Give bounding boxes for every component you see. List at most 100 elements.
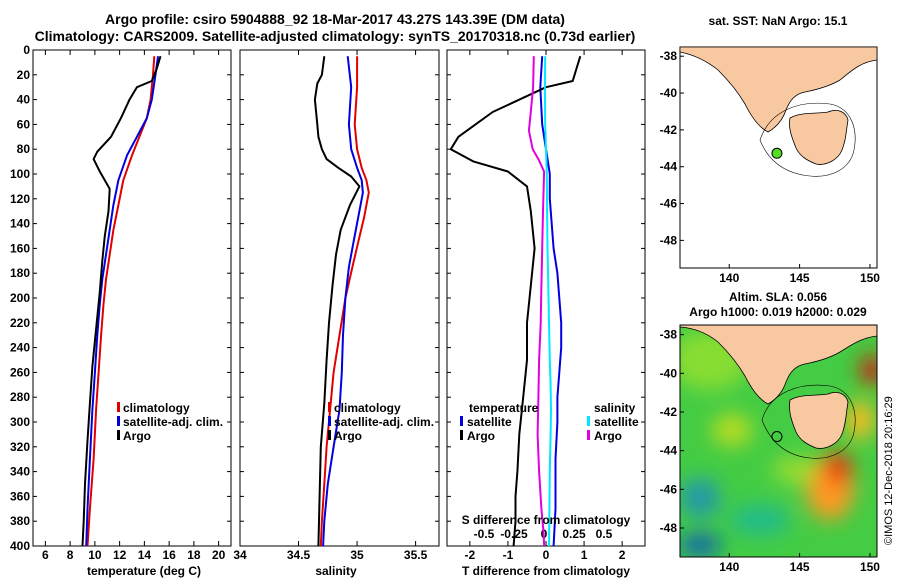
sst-map: sat. SST: NaN Argo: 15.1 140 145 150 -38 -40… <box>660 14 881 285</box>
x-tick-label: 35 <box>350 548 364 562</box>
y-tick-label: 400 <box>10 539 30 553</box>
x-tick-label: 6 <box>42 548 49 562</box>
y-tick-label: 40 <box>17 93 31 107</box>
figure-title-line2: Climatology: CARS2009. Satellite-adjuste… <box>34 28 636 44</box>
sla-patch <box>773 456 817 484</box>
temperature-panel-frame <box>32 49 232 547</box>
salinity-legend: climatology satellite-adj. clim. Argo <box>328 401 434 443</box>
imos-credit: ©IMOS 12-Dec-2018 20:16:29 <box>883 396 895 545</box>
sla-patch <box>730 504 790 536</box>
series-line-argo <box>313 56 361 547</box>
y-tick-label: 380 <box>10 514 30 528</box>
x-tick-label: 0 <box>543 548 550 562</box>
map-y-tick-label: -38 <box>660 49 678 63</box>
x-tick-label: 8 <box>67 548 74 562</box>
sla-float-marker <box>771 431 783 443</box>
top-tick-label: 0.5 <box>596 527 613 541</box>
map-y-tick-label: -48 <box>660 521 678 535</box>
map-y-tick-label: -42 <box>660 123 678 137</box>
map-x-tick-label: 140 <box>719 271 739 285</box>
legend-s-argo-label: Argo <box>594 429 622 443</box>
x-tick-label: 2 <box>619 548 626 562</box>
legend-salinity-title: salinity <box>594 401 636 415</box>
salinity-panel-frame <box>239 49 440 547</box>
sst-map-title: sat. SST: NaN Argo: 15.1 <box>709 14 848 28</box>
map-x-tick-label: 150 <box>860 560 880 574</box>
legend-climatology-swatch <box>117 402 120 412</box>
temperature-plot: 6 8 10 12 14 16 18 2002040608010012014016018020… <box>10 43 231 562</box>
legend-satellite-label: satellite-adj. clim. <box>123 415 223 429</box>
map-y-tick-label: -40 <box>660 366 678 380</box>
series-line-s-satellite <box>543 56 552 547</box>
y-tick-label: 180 <box>10 266 30 280</box>
salinity-plot: 34 34.5 35 35.5 <box>233 49 439 562</box>
legend-argo-swatch <box>117 430 120 440</box>
legend-satellite-label: satellite-adj. clim. <box>334 415 434 429</box>
map-y-tick-label: -46 <box>660 482 678 496</box>
y-tick-label: 220 <box>10 316 30 330</box>
sla-map-title-line2: Argo h1000: 0.019 h2000: 0.029 <box>689 305 867 319</box>
difference-legend: temperature satellite Argo salinity sate… <box>460 401 639 527</box>
map-x-tick-label: 145 <box>790 560 810 574</box>
y-tick-label: 200 <box>10 291 30 305</box>
y-tick-label: 240 <box>10 341 30 355</box>
sla-mainland <box>680 325 877 405</box>
sla-patch <box>680 478 720 518</box>
legend-argo-swatch <box>328 430 331 440</box>
x-tick-label: -1 <box>503 548 514 562</box>
legend-temperature-title: temperature <box>469 401 539 415</box>
t-difference-axis-label: T difference from climatology <box>462 564 630 578</box>
sla-patch <box>860 354 877 386</box>
legend-s-satellite-label: satellite <box>594 415 639 429</box>
y-tick-label: 300 <box>10 415 30 429</box>
x-tick-label: 34 <box>233 548 247 562</box>
map-x-tick-label: 150 <box>860 271 880 285</box>
temperature-legend: climatology satellite-adj. clim. Argo <box>117 401 223 443</box>
series-line-s-argo <box>527 56 546 547</box>
legend-satellite-swatch <box>328 416 331 426</box>
map-y-tick-label: -38 <box>660 328 678 342</box>
legend-argo-label: Argo <box>123 429 151 443</box>
sla-map: Altim. SLA: 0.056 Argo h1000: 0.019 h200… <box>660 290 881 574</box>
map-x-tick-label: 145 <box>790 271 810 285</box>
x-tick-label: 10 <box>88 548 102 562</box>
series-line-climatology <box>319 56 370 547</box>
series-line-climatology <box>86 56 156 547</box>
sla-map-frame <box>679 324 878 558</box>
temperature-axis-label: temperature (deg C) <box>87 564 201 578</box>
x-tick-label: 14 <box>138 548 152 562</box>
legend-climatology-label: climatology <box>334 401 401 415</box>
legend-argo-label: Argo <box>334 429 362 443</box>
series-line-t-argo <box>449 55 582 547</box>
top-axis-label-s-difference: S difference from climatology <box>462 513 631 527</box>
x-tick-label: 35.5 <box>404 548 428 562</box>
sst-mainland <box>680 47 877 133</box>
y-tick-label: 140 <box>10 217 30 231</box>
y-tick-label: 320 <box>10 440 30 454</box>
sla-shelf-contour <box>761 384 856 459</box>
y-tick-label: 360 <box>10 489 30 503</box>
x-tick-label: 18 <box>187 548 201 562</box>
series-line-satellite-adj-clim- <box>85 56 159 547</box>
map-y-tick-label: -44 <box>660 444 678 458</box>
map-y-tick-label: -46 <box>660 197 678 211</box>
x-tick-label: 16 <box>162 548 176 562</box>
legend-climatology-swatch <box>328 402 331 412</box>
x-tick-label: -2 <box>465 548 476 562</box>
y-tick-label: 280 <box>10 390 30 404</box>
legend-s-satellite-swatch <box>587 416 590 426</box>
x-tick-label: 12 <box>113 548 127 562</box>
sla-tasmania <box>789 392 849 449</box>
figure-title-line1: Argo profile: csiro 5904888_92 18-Mar-20… <box>105 11 565 27</box>
legend-satellite-swatch <box>117 416 120 426</box>
sla-patch <box>712 414 752 446</box>
map-y-tick-label: -40 <box>660 86 678 100</box>
y-tick-label: 20 <box>17 68 31 82</box>
legend-climatology-label: climatology <box>123 401 190 415</box>
y-tick-label: 160 <box>10 241 30 255</box>
y-tick-label: 120 <box>10 192 30 206</box>
top-tick-label: -0.5 <box>474 527 495 541</box>
y-tick-label: 80 <box>17 142 31 156</box>
series-line-satellite-adj-clim- <box>322 56 364 547</box>
map-y-tick-label: -42 <box>660 405 678 419</box>
